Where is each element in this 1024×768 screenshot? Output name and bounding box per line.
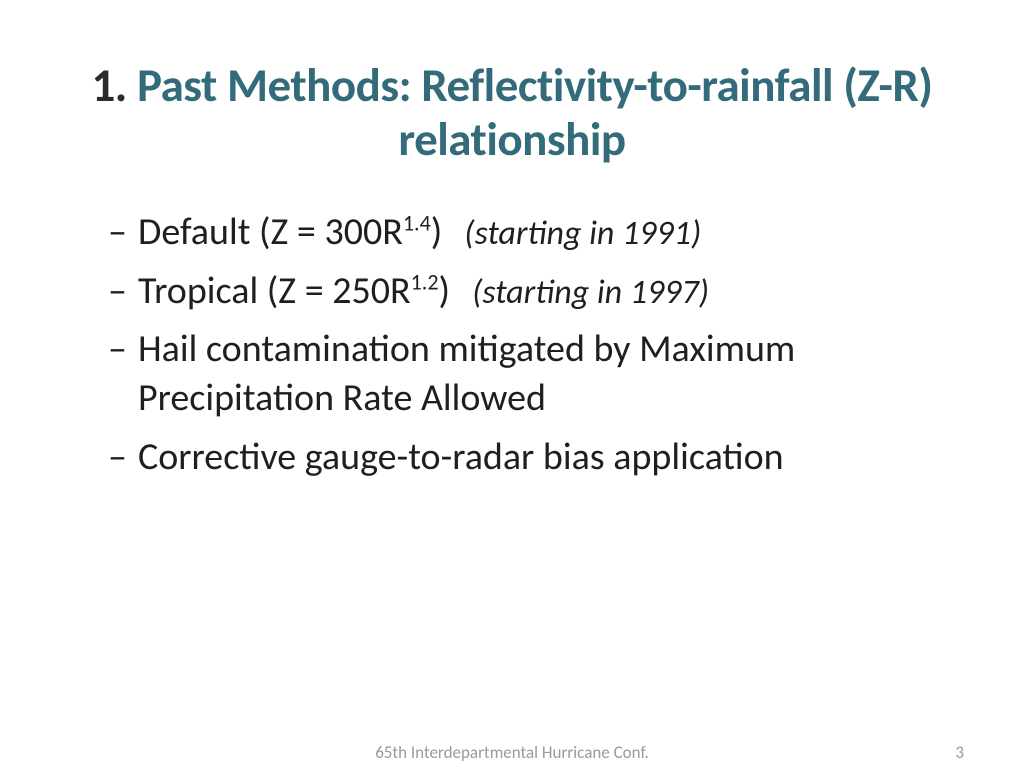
bullet-text: Default (Z = 300R1.4)(starting in 1991) [138,208,944,257]
bullet-paren: (starting in 1991) [464,213,701,254]
bullet-text: Corrective gauge-to-radar bias applicati… [138,433,944,482]
bullet-text: Tropical (Z = 250R1.2)(starting in 1997) [138,267,944,316]
bullet-text: Hail contamination mitigated by Maximum … [138,325,944,422]
list-item: – Corrective gauge-to-radar bias applica… [138,433,944,482]
bullet-paren: (starting in 1997) [472,272,709,313]
list-item: – Tropical (Z = 250R1.2)(starting in 199… [138,267,944,316]
page-number: 3 [955,742,964,763]
slide: 1. Past Methods: Reflectivity-to-rainfal… [0,0,1024,768]
bullet-list: – Default (Z = 300R1.4)(starting in 1991… [80,208,944,481]
title-number: 1. [91,56,126,114]
list-item: – Default (Z = 300R1.4)(starting in 1991… [138,208,944,257]
slide-title: 1. Past Methods: Reflectivity-to-rainfal… [80,58,944,166]
bullet-dash: – [108,325,138,422]
bullet-dash: – [108,208,138,257]
bullet-dash: – [108,433,138,482]
title-text: Past Methods: Reflectivity-to-rainfall (… [137,56,933,168]
bullet-dash: – [108,267,138,316]
list-item: – Hail contamination mitigated by Maximu… [138,325,944,422]
footer-center-text: 65th Interdepartmental Hurricane Conf. [375,742,649,763]
